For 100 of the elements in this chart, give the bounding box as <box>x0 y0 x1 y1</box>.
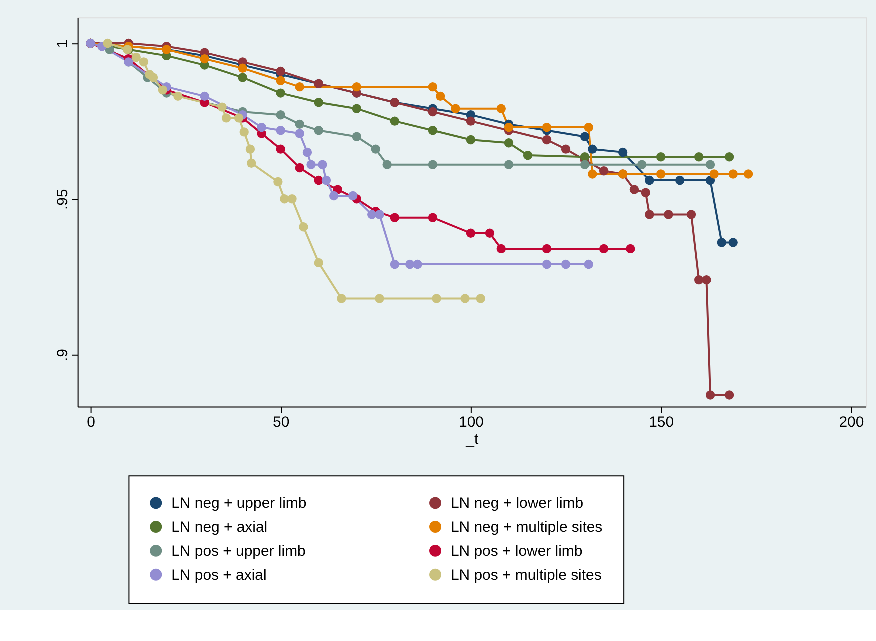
legend-label: LN neg + multiple sites <box>450 518 603 536</box>
legend-label: LN neg + axial <box>172 518 268 536</box>
legend-label: LN pos + lower limb <box>450 542 583 560</box>
point <box>485 228 495 238</box>
point <box>299 222 308 232</box>
point <box>641 188 650 198</box>
point <box>322 176 332 186</box>
point <box>504 138 514 148</box>
point <box>656 152 666 162</box>
point <box>436 92 446 102</box>
point <box>702 275 712 285</box>
x-tick-label: 100 <box>458 414 484 432</box>
point <box>724 152 734 162</box>
point <box>451 104 460 114</box>
point <box>276 110 286 120</box>
y-tick-label: 1 <box>54 40 72 48</box>
point <box>588 144 598 154</box>
point <box>428 160 438 170</box>
point <box>706 390 716 400</box>
point <box>523 150 533 160</box>
point <box>428 126 438 136</box>
point <box>476 294 486 304</box>
point <box>148 73 158 82</box>
point <box>375 294 384 304</box>
point <box>352 104 362 114</box>
point <box>295 82 304 92</box>
point <box>295 129 304 138</box>
point <box>496 244 506 254</box>
legend-label: LN pos + upper limb <box>172 542 306 560</box>
point <box>584 122 594 132</box>
x-tick-label: 150 <box>649 414 674 432</box>
point <box>352 82 362 92</box>
point <box>599 244 609 254</box>
point <box>375 210 384 220</box>
point <box>314 98 324 108</box>
point <box>466 228 476 238</box>
x-tick-label: 200 <box>839 414 864 432</box>
point <box>744 170 754 179</box>
point <box>348 191 358 201</box>
point <box>626 244 636 254</box>
y-tick-label: .95 <box>54 189 72 210</box>
point <box>728 170 738 179</box>
point <box>542 260 552 270</box>
point <box>656 170 666 179</box>
point <box>288 194 297 204</box>
point <box>295 163 304 173</box>
point <box>618 148 628 158</box>
point <box>103 38 112 48</box>
legend-label: LN neg + upper limb <box>172 495 307 512</box>
point <box>337 294 346 304</box>
point <box>276 144 286 154</box>
point <box>686 210 696 220</box>
point <box>542 135 552 145</box>
point <box>728 238 738 248</box>
point <box>329 191 339 201</box>
point <box>496 104 506 114</box>
point <box>645 210 654 220</box>
point <box>222 114 232 123</box>
point <box>428 213 438 222</box>
point <box>588 170 598 179</box>
point <box>368 210 377 220</box>
point <box>390 116 400 126</box>
point <box>314 176 324 186</box>
point <box>637 160 647 170</box>
point <box>314 126 324 136</box>
legend-label: LN pos + multiple sites <box>450 566 602 584</box>
point <box>561 260 571 270</box>
point <box>174 92 183 102</box>
point <box>234 114 244 123</box>
point <box>599 166 609 176</box>
point <box>664 210 674 220</box>
point <box>218 102 227 112</box>
point <box>460 294 470 304</box>
point <box>276 88 286 98</box>
point <box>710 170 719 179</box>
point <box>280 194 290 204</box>
point <box>432 294 442 304</box>
point <box>382 160 392 170</box>
point <box>694 275 704 285</box>
point <box>302 148 312 158</box>
point <box>561 144 571 154</box>
point <box>306 160 316 170</box>
point <box>466 135 476 145</box>
point <box>584 260 594 270</box>
point <box>706 160 716 170</box>
point <box>428 107 438 117</box>
point <box>276 66 286 76</box>
point <box>276 76 286 86</box>
point <box>504 122 514 132</box>
point <box>630 185 640 194</box>
point <box>694 152 704 162</box>
point <box>428 82 438 92</box>
point <box>406 260 415 270</box>
point <box>542 244 552 254</box>
point <box>200 92 210 102</box>
point <box>132 52 141 62</box>
point <box>246 144 256 154</box>
point <box>717 238 727 248</box>
point <box>371 144 381 154</box>
point <box>238 73 248 82</box>
